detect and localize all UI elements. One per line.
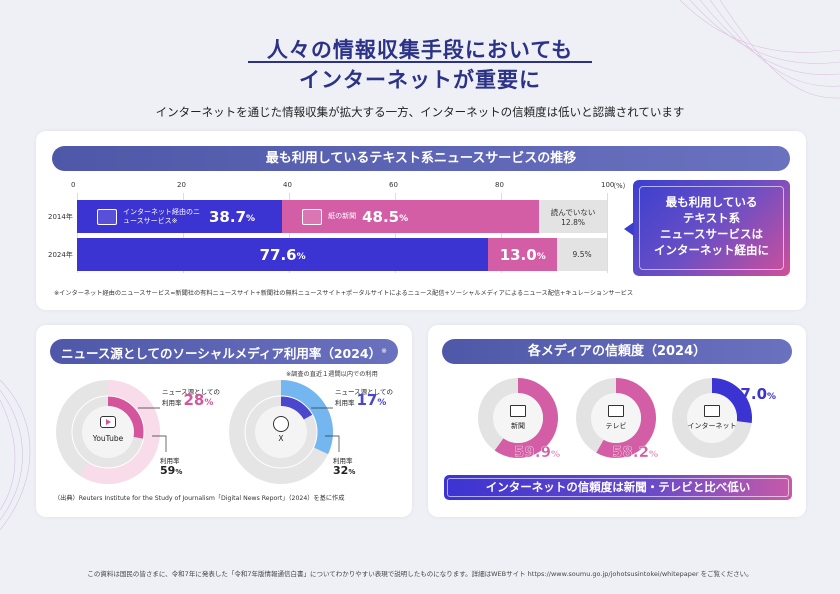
x-gridline <box>395 193 396 273</box>
trust-conclusion-text: インターネットの信頼度は新聞・テレビと比べ低い <box>485 480 751 494</box>
page-subtitle: インターネットを通じた情報収集が拡大する一方、インターネットの信頼度は低いと認識… <box>155 105 685 119</box>
news-trend-heading: 最も利用しているテキスト系ニュースサービスの推移 <box>52 146 790 171</box>
x-tick-label: 100 <box>601 181 615 189</box>
callout-line-3: ニュースサービスは <box>660 227 763 241</box>
trust-value-label: 58.2% <box>612 443 659 461</box>
x-tick-label: 80 <box>495 181 504 189</box>
category-label: 2014年 <box>48 212 73 221</box>
page-title-line-1: 人々の情報収集手段においても <box>266 38 574 62</box>
trust-heading: 各メディアの信頼度（2024） <box>442 339 792 364</box>
series-name-label: インターネット経由のニュースサービス※ <box>123 207 200 225</box>
callout-box: 最も利用している テキスト系 ニュースサービスは インターネット経由に <box>624 180 790 276</box>
platform-name-label: YouTube <box>92 434 124 443</box>
media-name-label: インターネット <box>687 422 737 430</box>
data-source-note: （出典）Reuters Institute for the Study of J… <box>54 495 345 502</box>
x-tick-label: 20 <box>177 181 186 189</box>
social-media-heading-text: ニュース源としてのソーシャルメディア利用率（2024） <box>60 346 382 362</box>
x-gridline <box>607 193 608 273</box>
callout-line-2: テキスト系 <box>682 211 741 225</box>
bar-value-label: 77.6% <box>259 245 306 264</box>
callout-line-1: 最も利用している <box>665 195 758 209</box>
x-gridline <box>77 193 78 273</box>
usage-label: 利用率 59% <box>160 457 183 477</box>
x-tick-label: 0 <box>71 181 76 189</box>
bar-segment <box>488 238 558 271</box>
bar-segment <box>557 238 607 271</box>
x-gridline <box>501 193 502 273</box>
tv-icon <box>608 405 624 417</box>
laptop-icon <box>97 208 117 225</box>
bar-segment <box>282 200 540 233</box>
news-usage-value: 28 <box>183 391 205 409</box>
trust-value-label: 27.0% <box>730 385 777 403</box>
media-name-label: 新聞 <box>511 422 525 430</box>
bar-value-label: 9.5% <box>572 250 592 259</box>
bar-segment <box>77 238 489 271</box>
x-unit-label: （%） <box>609 182 630 190</box>
youtube-icon <box>100 416 116 428</box>
newspaper-icon <box>302 208 323 225</box>
bar-value-label: 紙の新聞 48.5% <box>302 200 408 233</box>
title-underline <box>248 61 592 63</box>
news-usage-label: ニュース源としての 利用率 28% <box>162 388 220 409</box>
bar-value-label: インターネット経由のニュースサービス※ 38.7% <box>97 200 255 233</box>
x-gridline <box>183 193 184 273</box>
category-label: 2024年 <box>48 250 73 259</box>
social-media-heading-mark: ※ <box>381 347 388 355</box>
newspaper-icon <box>510 405 526 417</box>
trust-value-label: 59.9% <box>514 443 561 461</box>
callout-line-4: インターネット経由に <box>654 243 769 257</box>
news-usage-label: ニュース源としての 利用率 17% <box>335 388 393 409</box>
bar-segment <box>539 200 607 233</box>
series-name-label: 紙の新聞 <box>328 212 357 220</box>
bar-segment <box>77 200 283 233</box>
page-title-line-2: インターネットが重要に <box>299 68 541 92</box>
trust-conclusion-banner: インターネットの信頼度は新聞・テレビと比べ低い <box>444 475 792 500</box>
media-name-label: テレビ <box>605 422 627 430</box>
computer-icon <box>704 405 720 417</box>
platform-name-label: X <box>278 434 284 443</box>
usage-value: 59 <box>160 464 176 477</box>
bar-value-label: 読んでいない 12.8% <box>550 207 596 227</box>
footer-note: この資料は国民の皆さまに、令和7年に発表した「令和7年版情報通信白書」についてわ… <box>87 570 753 578</box>
series-name-label: 読んでいない <box>550 207 596 217</box>
usage-value: 32 <box>333 464 349 477</box>
survey-note: ※調査の直近１週間以内での利用 <box>286 371 378 378</box>
social-media-heading: ニュース源としてのソーシャルメディア利用率（2024）※ <box>50 339 398 364</box>
callout-pointer <box>624 222 634 236</box>
x-gridline <box>289 193 290 273</box>
x-avatar-icon <box>273 416 289 432</box>
x-tick-label: 60 <box>389 181 398 189</box>
internet-news-definition-note: ※インターネット経由のニュースサービス=新聞社の有料ニュースサイト+新聞社の無料… <box>54 290 634 297</box>
news-usage-value: 17 <box>356 391 378 409</box>
x-tick-label: 40 <box>283 181 292 189</box>
bar-value-label: 13.0% <box>499 245 546 264</box>
usage-label: 利用率 32% <box>333 457 356 477</box>
